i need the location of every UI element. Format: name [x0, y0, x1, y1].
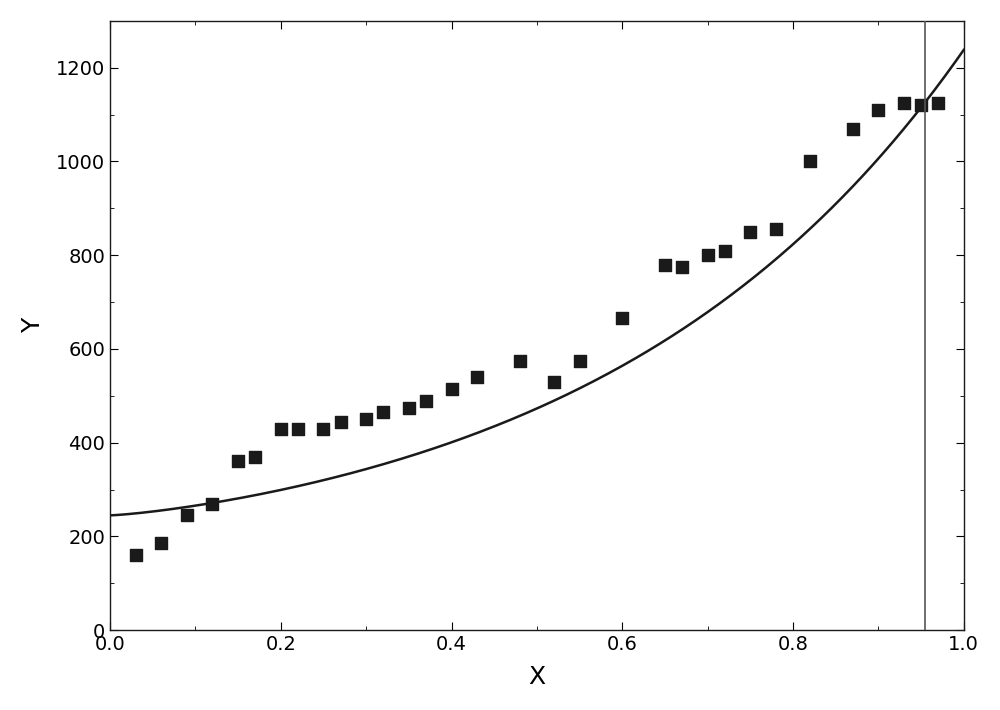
Point [845, 123, 861, 134]
Point [614, 313, 630, 324]
Point [802, 155, 818, 167]
Point [204, 498, 220, 509]
Point [273, 423, 289, 435]
Point [179, 510, 195, 521]
Point [717, 245, 733, 256]
Point [870, 104, 886, 116]
Point [333, 416, 349, 427]
Point [418, 395, 434, 406]
Point [375, 407, 391, 418]
Point [128, 550, 144, 561]
Point [700, 249, 716, 261]
Point [401, 402, 417, 413]
Point [290, 423, 306, 435]
Point [657, 259, 673, 271]
Point [230, 456, 246, 467]
Point [572, 355, 588, 366]
Y-axis label: Y: Y [21, 318, 45, 333]
Point [546, 376, 562, 388]
X-axis label: X: X [528, 665, 545, 689]
Point [512, 355, 528, 366]
Point [469, 371, 485, 383]
Point [913, 99, 929, 111]
Point [742, 226, 758, 237]
Point [674, 261, 690, 273]
Point [358, 414, 374, 425]
Point [315, 423, 331, 435]
Point [896, 97, 912, 109]
Point [153, 537, 169, 549]
Point [247, 451, 263, 462]
Point [768, 224, 784, 235]
Point [930, 97, 946, 109]
Point [444, 383, 460, 395]
